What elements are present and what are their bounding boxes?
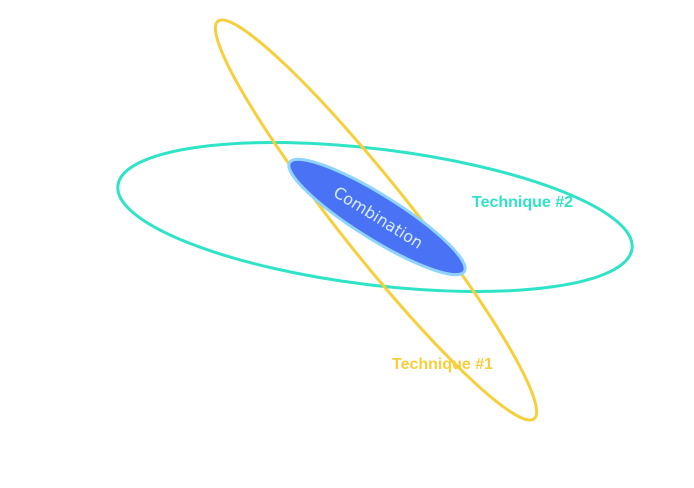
technique-2-ellipse <box>116 140 634 294</box>
combination-ellipse <box>287 157 467 277</box>
technique-1-label: Technique #1 <box>392 356 493 373</box>
technique-1-ellipse <box>213 18 539 422</box>
technique-2-label: Technique #2 <box>472 194 573 211</box>
